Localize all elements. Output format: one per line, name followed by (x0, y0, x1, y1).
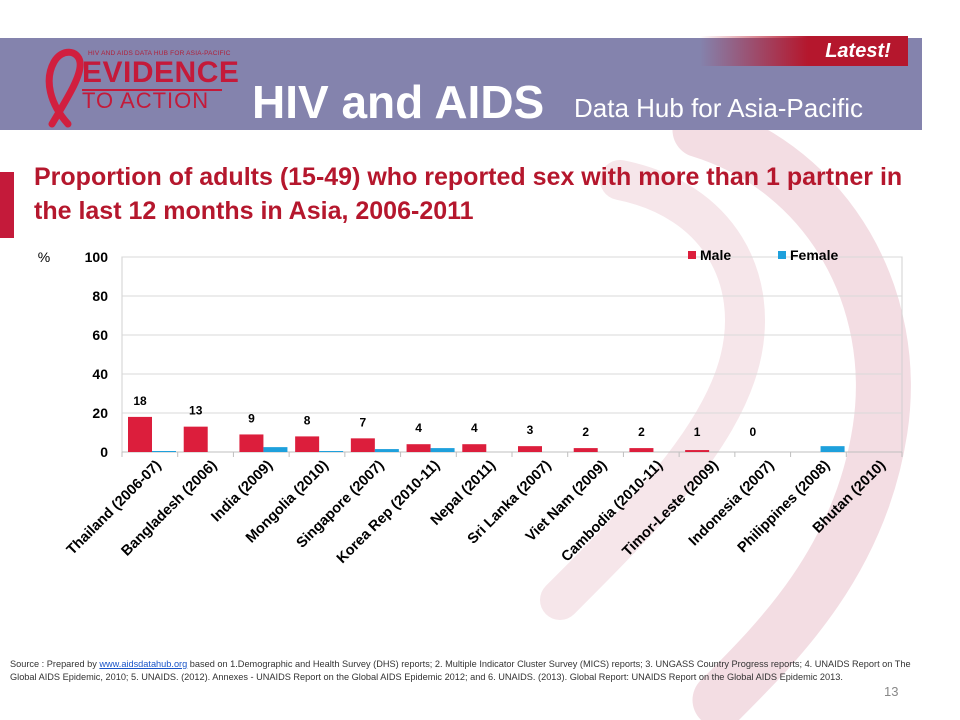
legend-swatch-male (688, 251, 696, 259)
source-link[interactable]: www.aidsdatahub.org (99, 659, 188, 669)
bar-male (462, 444, 487, 452)
header-title: HIV and AIDS (252, 76, 545, 128)
x-tick-label: Korea Rep (2010-11) (334, 457, 443, 566)
data-label-male: 4 (471, 421, 478, 435)
latest-badge[interactable]: Latest! (808, 36, 908, 66)
data-label-male: 9 (248, 411, 255, 425)
slide-title: Proportion of adults (15-49) who reporte… (34, 163, 903, 225)
bar-male (183, 426, 208, 452)
bar-female (263, 447, 288, 452)
x-tick-label: Bangladesh (2006) (118, 457, 220, 559)
data-label-male: 8 (304, 413, 311, 427)
source-text: based on 1.Demographic and Health Survey… (10, 659, 911, 682)
data-label-male: 13 (189, 404, 203, 418)
y-tick-label: 60 (92, 327, 108, 343)
legend-label-female: Female (790, 247, 838, 263)
bar-female (152, 451, 176, 452)
header-subtitle: Data Hub for Asia-Pacific (574, 93, 864, 123)
bar-male (573, 448, 598, 452)
bar-male (239, 434, 264, 452)
legend-swatch-female (778, 251, 786, 259)
x-tick-label: Thailand (2006-07) (64, 457, 165, 558)
bar-male (295, 436, 320, 452)
logo-caption: HIV AND AIDS DATA HUB FOR ASIA-PACIFIC (88, 50, 231, 57)
red-ribbon-logo-icon (45, 48, 84, 128)
bar-male (518, 446, 542, 452)
logo-divider (82, 89, 222, 91)
logo-wordmark: EVIDENCE (82, 56, 240, 89)
y-tick-label: 20 (92, 405, 108, 421)
x-tick-label: Philippines (2008) (735, 457, 834, 556)
logo-wordmark-2: TO ACTION (82, 88, 210, 113)
bar-female (820, 446, 845, 452)
y-tick-label: 40 (92, 366, 108, 382)
data-label-male: 4 (415, 421, 422, 435)
bar-male (406, 444, 431, 452)
badge-fade (700, 36, 808, 66)
data-label-male: 0 (750, 425, 757, 439)
x-tick-label: Cambodia (2010-11) (558, 457, 666, 565)
y-tick-label: 80 (92, 288, 108, 304)
x-tick-label: Timor-Leste (2009) (620, 457, 722, 559)
source-note: Source : Prepared by www.aidsdatahub.org… (10, 658, 930, 683)
y-tick-label: 0 (100, 444, 108, 460)
bar-female (319, 451, 344, 452)
plot-area (121, 256, 903, 453)
data-label-male: 2 (638, 425, 645, 439)
y-axis-label: % (38, 249, 50, 265)
y-tick-label: 100 (85, 249, 109, 265)
bar-male (629, 448, 654, 452)
source-prefix: Source : Prepared by (10, 659, 100, 669)
bar-female (374, 449, 399, 452)
data-label-male: 18 (133, 394, 147, 408)
data-label-male: 1 (694, 425, 701, 439)
bar-male (128, 416, 152, 452)
title-accent-bar (0, 172, 14, 238)
page-number: 13 (884, 684, 899, 699)
bar-male (350, 438, 375, 452)
bar-female (430, 448, 455, 452)
data-label-male: 3 (527, 423, 534, 437)
legend-label-male: Male (700, 247, 731, 263)
data-label-male: 7 (360, 415, 367, 429)
data-label-male: 2 (582, 425, 589, 439)
bar-male (685, 450, 710, 452)
